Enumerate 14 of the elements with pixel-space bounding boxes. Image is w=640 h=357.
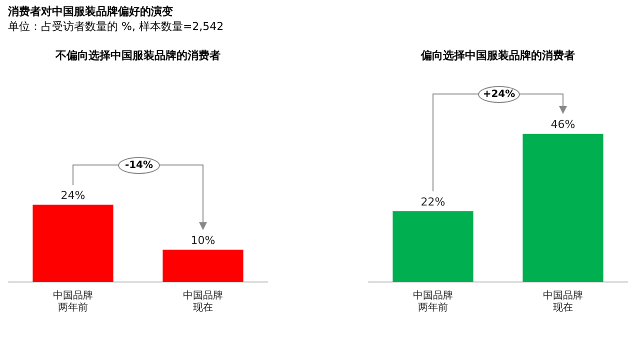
data-label: 24% <box>60 189 86 202</box>
x-tick-label: 中国品牌两年前 <box>53 290 93 314</box>
x-tick-label: 中国品牌现在 <box>183 290 223 314</box>
chart-subtitle: 单位：占受访者数量的 %, 样本数量=2,542 <box>8 19 225 34</box>
chart-title: 消费者对中国服装品牌偏好的演变 <box>8 4 174 19</box>
data-label: 10% <box>190 234 216 248</box>
x-tick-label: 中国品牌现在 <box>543 290 583 314</box>
x-tick-label: 中国品牌两年前 <box>413 290 453 314</box>
x-axis-title: 偏向选择中国服装品牌的消费者 <box>420 48 576 64</box>
x-axis-title: 不偏向选择中国服装品牌的消费者 <box>54 48 222 64</box>
data-label: 46% <box>550 118 576 132</box>
data-label: 22% <box>420 196 446 209</box>
text: -14% <box>118 156 160 174</box>
text: +24% <box>478 86 520 103</box>
